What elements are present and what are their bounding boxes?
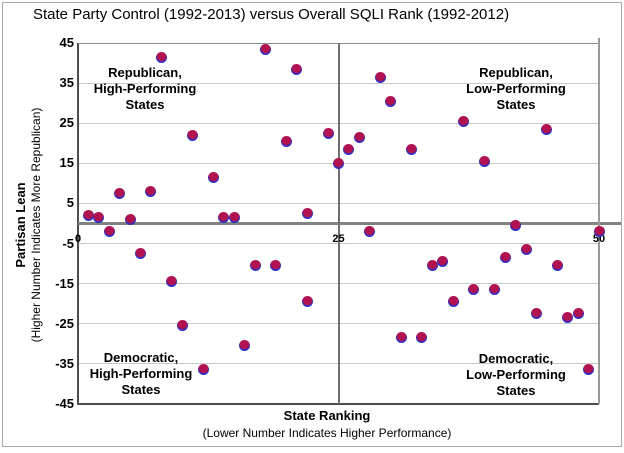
quadrant-label-line: States bbox=[121, 382, 161, 397]
data-point bbox=[364, 226, 376, 238]
data-point bbox=[583, 364, 595, 376]
y-tick-label-25: 25 bbox=[59, 115, 74, 131]
data-point bbox=[291, 63, 303, 75]
data-point bbox=[374, 71, 386, 83]
data-point bbox=[385, 95, 397, 107]
y-axis-title: Partisan Lean (Higher Number Indicates M… bbox=[13, 15, 45, 435]
quadrant-label-line: Democratic, bbox=[103, 350, 179, 365]
data-point bbox=[197, 364, 209, 376]
x-axis-title: State Ranking (Lower Number Indicates Hi… bbox=[117, 408, 537, 441]
data-point bbox=[562, 312, 574, 324]
chart-frame bbox=[2, 2, 622, 447]
data-point bbox=[405, 143, 417, 155]
y-tick-label--25: -25 bbox=[55, 315, 74, 331]
quadrant-label-line: States bbox=[496, 383, 536, 398]
y-tick-label--35: -35 bbox=[55, 355, 74, 371]
data-point bbox=[260, 43, 272, 55]
quadrant-label-top-right: Republican, Low-Performing States bbox=[428, 65, 604, 113]
data-point bbox=[124, 213, 136, 225]
y-tick-label--45: -45 bbox=[55, 396, 74, 411]
quadrant-label-line: Republican, bbox=[108, 65, 182, 80]
data-point bbox=[437, 256, 449, 268]
data-point bbox=[541, 123, 553, 135]
data-point bbox=[93, 211, 105, 223]
right-boundary-line bbox=[598, 38, 600, 404]
x-tick-label-25: 25 bbox=[332, 233, 345, 245]
data-point bbox=[593, 226, 605, 238]
y-tick-label-15: 15 bbox=[59, 155, 74, 171]
y-tick-label-35: 35 bbox=[59, 75, 74, 91]
y-axis-title-main: Partisan Lean bbox=[13, 182, 28, 268]
data-point bbox=[489, 284, 501, 296]
data-point bbox=[176, 320, 188, 332]
y-tick-label--5: -5 bbox=[62, 235, 74, 251]
data-point bbox=[458, 115, 470, 127]
quadrant-label-bottom-right: Democratic, Low-Performing States bbox=[428, 351, 604, 399]
x-axis-line bbox=[78, 403, 599, 405]
data-point bbox=[530, 308, 542, 320]
quadrant-label-line: States bbox=[496, 97, 536, 112]
data-point bbox=[280, 135, 292, 147]
quadrant-label-line: States bbox=[125, 97, 165, 112]
data-point bbox=[333, 157, 344, 169]
y-tick-label--15: -15 bbox=[55, 275, 74, 291]
quadrant-label-line: High-Performing bbox=[89, 366, 193, 381]
zero-reference-line bbox=[78, 222, 621, 225]
data-point bbox=[155, 51, 167, 63]
data-point bbox=[135, 248, 147, 260]
data-point bbox=[468, 284, 480, 296]
data-point bbox=[301, 296, 313, 308]
data-point bbox=[82, 209, 94, 221]
data-point bbox=[249, 260, 261, 272]
x-tick-label-0: 0 bbox=[74, 233, 82, 245]
data-point bbox=[447, 296, 459, 308]
data-point bbox=[520, 244, 532, 256]
data-point bbox=[322, 127, 334, 139]
quadrant-label-line: Low-Performing bbox=[466, 81, 566, 96]
data-point bbox=[218, 211, 230, 223]
data-point bbox=[510, 220, 522, 231]
x-axis-title-main: State Ranking bbox=[283, 408, 371, 423]
data-point bbox=[166, 276, 178, 288]
data-point bbox=[551, 260, 563, 272]
data-point bbox=[416, 332, 428, 344]
quadrant-label-line: Democratic, bbox=[478, 351, 554, 366]
data-point bbox=[239, 340, 251, 352]
chart-title: State Party Control (1992-2013) versus O… bbox=[33, 6, 510, 23]
data-point bbox=[572, 308, 584, 320]
y-axis-title-note: (Higher Number Indicates More Republican… bbox=[29, 107, 43, 343]
data-point bbox=[270, 260, 282, 272]
quadrant-divider-line bbox=[337, 43, 340, 404]
data-point bbox=[395, 332, 407, 344]
y-tick-label-5: 5 bbox=[66, 195, 74, 211]
data-point bbox=[207, 171, 219, 183]
quadrant-label-bottom-left: Democratic, High-Performing States bbox=[53, 350, 229, 398]
y-tick-label-45: 45 bbox=[59, 35, 74, 50]
data-point bbox=[353, 131, 365, 143]
data-point bbox=[301, 207, 313, 219]
x-axis-title-note: (Lower Number Indicates Higher Performan… bbox=[202, 426, 452, 440]
data-point bbox=[499, 252, 511, 264]
quadrant-label-top-left: Republican, High-Performing States bbox=[57, 65, 233, 113]
data-point bbox=[426, 260, 438, 272]
data-point bbox=[187, 129, 199, 141]
data-point bbox=[478, 155, 490, 167]
quadrant-label-line: Low-Performing bbox=[466, 367, 566, 382]
data-point bbox=[228, 211, 240, 223]
data-point bbox=[103, 226, 115, 238]
quadrant-label-line: High-Performing bbox=[93, 81, 197, 96]
data-point bbox=[114, 187, 126, 199]
data-point bbox=[145, 185, 157, 197]
quadrant-label-line: Republican, bbox=[479, 65, 553, 80]
data-point bbox=[343, 143, 355, 155]
